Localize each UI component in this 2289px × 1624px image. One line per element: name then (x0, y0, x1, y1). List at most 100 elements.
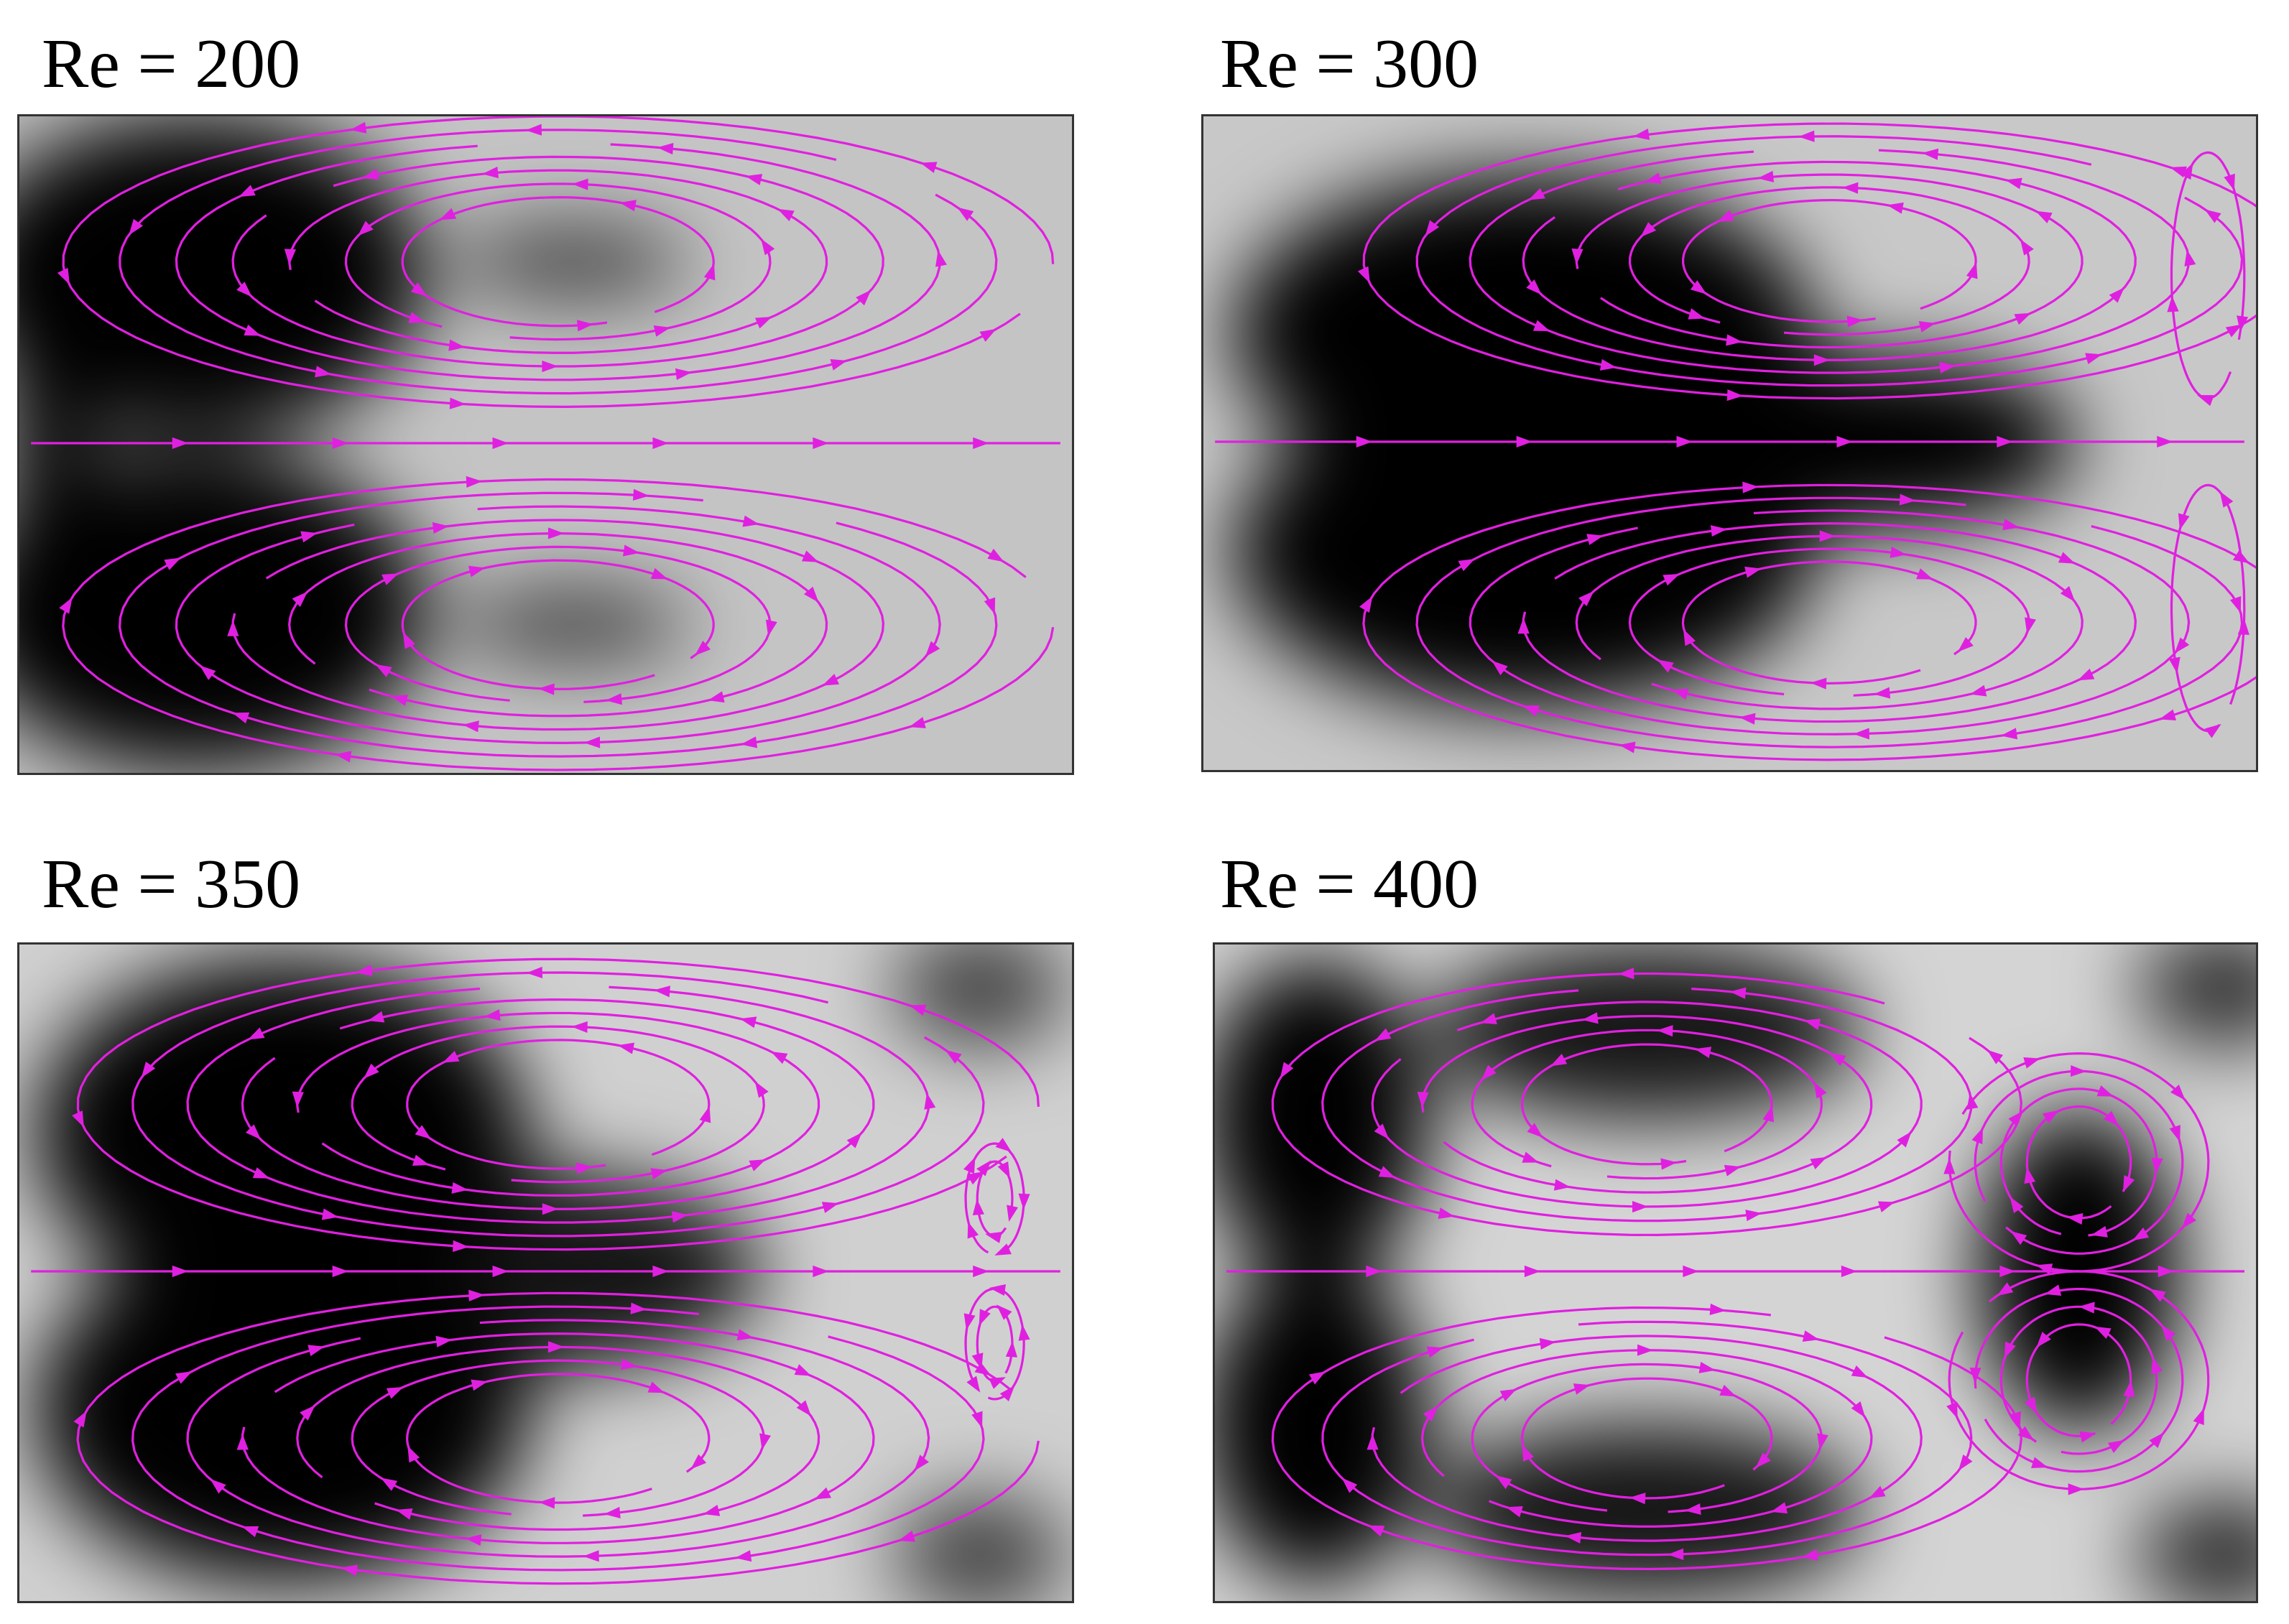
arrow (453, 1240, 469, 1252)
arrow (963, 1313, 976, 1330)
arrow (1810, 1156, 1827, 1170)
arrow (619, 200, 637, 212)
arrow (239, 185, 256, 198)
arrow (761, 238, 775, 256)
arrow (742, 515, 759, 527)
arrow (1378, 1166, 1396, 1178)
arrow (407, 1445, 420, 1463)
arrow (403, 632, 416, 649)
arrow (1586, 534, 1604, 545)
arrow (1710, 525, 1727, 537)
arrow (307, 1345, 325, 1357)
streamline (175, 143, 941, 381)
arrow (1571, 248, 1583, 265)
arrow (924, 1092, 936, 1110)
arrow (1480, 1013, 1497, 1025)
streamline (1271, 1306, 2022, 1571)
arrow (989, 1377, 1006, 1389)
arrow (1018, 1324, 1030, 1341)
arrow (380, 1477, 398, 1491)
arrow (2225, 324, 2243, 338)
arrow (1637, 1344, 1654, 1356)
streamline (1321, 1320, 1973, 1556)
arrow (1987, 1049, 2004, 1064)
arrow (2044, 1284, 2062, 1296)
streamline (1371, 1335, 1923, 1542)
streamline (964, 1142, 1025, 1255)
arrow (2070, 1064, 2087, 1077)
arrow (770, 1051, 788, 1064)
arrow (2107, 1439, 2125, 1453)
arrow (1671, 688, 1689, 700)
arrow (245, 1124, 262, 1140)
arrow (801, 550, 819, 562)
arrow (652, 437, 669, 450)
arrow (1553, 1179, 1571, 1191)
arrow (1357, 266, 1370, 284)
arrow (1532, 320, 1550, 332)
arrow (675, 368, 693, 380)
arrow (630, 1302, 647, 1314)
arrow (2043, 1110, 2060, 1124)
arrow (1957, 636, 1974, 652)
arrow (410, 282, 427, 297)
arrow (759, 1433, 772, 1450)
dark-region (2136, 945, 2256, 1047)
arrow (1367, 1434, 1379, 1450)
arrow (794, 1364, 812, 1376)
arrow (321, 1208, 339, 1220)
arrow (1958, 1454, 1973, 1471)
arrow (2058, 552, 2076, 564)
arrow (1836, 435, 1853, 448)
dark-region (2136, 1496, 2256, 1601)
arrow (471, 1379, 488, 1391)
arrow (1423, 1406, 1438, 1422)
arrow (777, 208, 795, 222)
arrow (2157, 435, 2173, 448)
arrow (1481, 1064, 1497, 1081)
arrow (415, 1125, 432, 1140)
arrow (375, 664, 392, 677)
arrow (341, 1564, 359, 1577)
arrow (976, 1160, 991, 1177)
arrow (2091, 1225, 2108, 1238)
arrow (1309, 1371, 1326, 1385)
panel-title: Re = 400 (1220, 845, 1479, 923)
streamline (964, 1287, 1025, 1401)
arrow (617, 1042, 635, 1054)
arrow (2020, 238, 2034, 256)
arrow (57, 267, 70, 285)
arrow (2151, 1357, 2163, 1374)
arrow (2122, 1175, 2135, 1192)
arrow (2158, 1265, 2174, 1278)
streamline (1415, 135, 2244, 387)
arrow (1683, 628, 1696, 646)
arrow (1726, 389, 1744, 402)
arrow (821, 1202, 839, 1213)
streamline (1974, 1069, 2184, 1255)
streamline (288, 169, 828, 354)
arrow (963, 1156, 976, 1174)
arrow (735, 1550, 752, 1562)
arrow (813, 437, 829, 450)
arrow (363, 1063, 379, 1079)
arrow (315, 366, 332, 378)
streamline (1321, 988, 1973, 1222)
arrow (1744, 566, 1762, 578)
arrow (754, 317, 772, 329)
arrow (1676, 435, 1693, 448)
arrow (1522, 1444, 1534, 1462)
arrow (606, 693, 622, 705)
arrow (909, 717, 926, 728)
arrow (957, 207, 974, 221)
arrow (935, 250, 947, 267)
streamline (1999, 1087, 2158, 1237)
arrow (2094, 1326, 2112, 1339)
streamline (186, 1319, 930, 1558)
arrow (247, 1027, 265, 1040)
streamline (231, 155, 884, 368)
arrow (362, 168, 379, 180)
arrow (1522, 1151, 1539, 1163)
arrow (1939, 361, 1956, 373)
streamline (1628, 186, 2030, 336)
